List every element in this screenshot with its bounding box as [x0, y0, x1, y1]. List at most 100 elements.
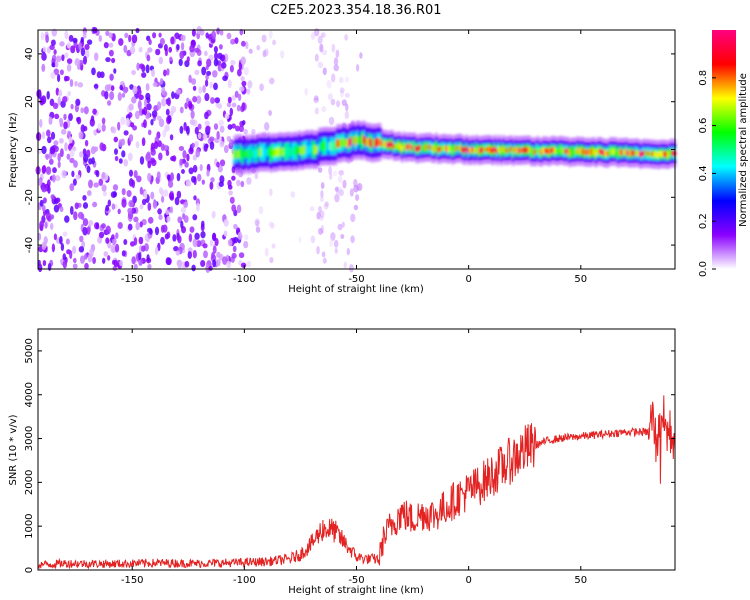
heatmap-cell	[235, 149, 239, 158]
heatmap-cell	[105, 30, 110, 37]
heatmap-cell	[400, 145, 404, 152]
heatmap-cell	[62, 260, 68, 269]
heatmap-cell	[216, 27, 220, 35]
heatmap-cell	[219, 29, 224, 36]
heatmap-cell	[475, 146, 479, 152]
heatmap-cell	[182, 150, 187, 159]
heatmap-cell	[143, 190, 148, 200]
heatmap-cell	[192, 249, 197, 259]
heatmap-cell	[321, 49, 328, 56]
heatmap-cell	[356, 135, 360, 144]
heatmap-cell	[272, 39, 277, 46]
heatmap-cell	[261, 34, 267, 43]
heatmap-cell	[215, 102, 219, 108]
heatmap-cell	[123, 159, 129, 167]
heatmap-cell	[240, 56, 246, 66]
heatmap-cell	[310, 32, 316, 40]
heatmap-cell	[219, 159, 226, 167]
heatmap-cell	[139, 63, 145, 70]
heatmap-cell	[188, 147, 194, 155]
heatmap-cell	[188, 233, 193, 243]
heatmap-cell	[110, 85, 115, 92]
heatmap-cell	[261, 148, 265, 157]
heatmap-cell	[130, 122, 135, 128]
heatmap-cell	[338, 169, 344, 176]
heatmap-cell	[238, 125, 244, 133]
heatmap-cell	[330, 141, 334, 151]
heatmap-cell	[216, 251, 221, 258]
heatmap-cell	[98, 231, 105, 239]
heatmap-cell	[317, 205, 323, 213]
heatmap-cell	[229, 107, 234, 117]
heatmap-cell	[147, 202, 152, 211]
heatmap-cell	[197, 132, 202, 140]
heatmap-cell	[92, 201, 98, 208]
heatmap-cell	[189, 119, 196, 125]
heatmap-cell	[127, 207, 133, 215]
heatmap-cell	[41, 187, 47, 193]
heatmap-cell	[47, 263, 52, 271]
heatmap-cell	[340, 89, 344, 98]
heatmap-cell	[157, 208, 162, 215]
heatmap-cell	[275, 148, 279, 157]
heatmap-cell	[161, 97, 167, 107]
heatmap-cell	[167, 114, 172, 124]
heatmap-cell	[332, 170, 338, 177]
heatmap-cell	[162, 129, 167, 138]
heatmap-cell	[348, 138, 352, 148]
heatmap-cell	[281, 147, 285, 157]
heatmap-cell	[204, 111, 209, 120]
heatmap-cell	[186, 153, 190, 162]
heatmap-cell	[485, 146, 489, 153]
heatmap-cell	[219, 175, 225, 184]
heatmap-cell	[179, 125, 184, 134]
heatmap-cell	[231, 95, 237, 101]
heatmap-cell	[316, 246, 320, 255]
x-tick-label: 50	[574, 274, 587, 285]
heatmap-cell	[580, 148, 584, 154]
heatmap-cell	[71, 170, 75, 178]
heatmap-cell	[334, 141, 338, 151]
heatmap-cell	[610, 148, 614, 155]
heatmap-cell	[138, 94, 144, 101]
heatmap-cell	[209, 239, 214, 247]
heatmap-cell	[167, 180, 174, 188]
heatmap-cell	[269, 149, 273, 159]
heatmap-cell	[535, 147, 540, 153]
heatmap-cell	[570, 148, 574, 155]
heatmap-cell	[53, 204, 60, 213]
heatmap-cell	[253, 149, 257, 159]
heatmap-cell	[196, 240, 202, 248]
heatmap-cell	[323, 202, 329, 210]
heatmap-cell	[254, 218, 260, 227]
heatmap-cell	[316, 212, 321, 220]
heatmap-cell	[49, 222, 54, 230]
heatmap-cell	[231, 123, 236, 129]
heatmap-cell	[183, 201, 189, 208]
heatmap-cell	[46, 179, 51, 188]
heatmap-cell	[360, 136, 364, 146]
heatmap-cell	[200, 231, 206, 239]
heatmap-cell	[165, 209, 170, 216]
heatmap-cell	[255, 219, 260, 227]
heatmap-cell	[665, 151, 669, 158]
heatmap-cell	[194, 69, 200, 76]
heatmap-cell	[199, 164, 203, 172]
heatmap-cell	[226, 32, 232, 40]
heatmap-cell	[59, 41, 65, 47]
heatmap-cell	[357, 182, 363, 192]
heatmap-cell	[147, 160, 152, 169]
heatmap-cell	[137, 88, 142, 96]
heatmap-cell	[277, 147, 281, 156]
heatmap-cell	[141, 198, 147, 206]
heatmap-cell	[213, 123, 219, 130]
heatmap-cell	[83, 106, 89, 115]
heatmap-cell	[73, 211, 78, 221]
heatmap-cell	[249, 149, 253, 158]
heatmap-cell	[67, 90, 72, 97]
heatmap-cell	[177, 261, 182, 270]
heatmap-cell	[231, 102, 237, 108]
y-tick-label: 0	[24, 567, 35, 573]
heatmap-cell	[64, 52, 69, 59]
